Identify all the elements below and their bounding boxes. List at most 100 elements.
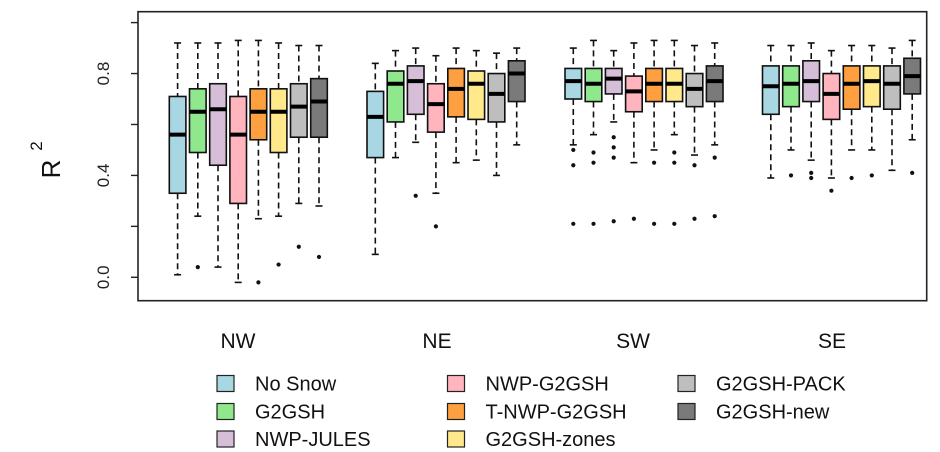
legend-label: G2GSH-PACK	[716, 374, 846, 396]
outlier-point	[591, 160, 596, 165]
box-NE-NWP-JULES	[406, 47, 425, 198]
group-label-SE: SE	[818, 330, 846, 353]
box-NE-No Snow	[366, 62, 385, 256]
box-SW-No Snow	[564, 47, 583, 226]
iqr-box	[289, 82, 308, 139]
legend-item: NWP-JULES	[216, 429, 371, 451]
iqr-box	[467, 70, 486, 121]
iqr-box	[229, 95, 248, 205]
outlier-point	[611, 135, 616, 140]
box-SW-T-NWP-G2GSH	[644, 39, 664, 226]
box-NW-NWP-JULES	[208, 42, 228, 268]
box-NE-G2GSH-new	[507, 47, 526, 146]
y-axis-label-text: R	[36, 160, 66, 179]
legend-swatch	[446, 374, 466, 393]
legend-item: G2GSH	[216, 402, 325, 424]
legend-item: G2GSH-zones	[446, 429, 616, 451]
iqr-box	[487, 72, 506, 123]
box-SE-T-NWP-G2GSH	[842, 44, 861, 181]
boxes	[168, 39, 922, 285]
outlier-point	[195, 265, 200, 270]
outlier-point	[611, 219, 616, 224]
group-label-NW: NW	[221, 330, 256, 353]
legend-label: NWP-JULES	[255, 429, 371, 451]
iqr-box	[188, 88, 207, 154]
legend-label: G2GSH	[255, 402, 325, 424]
box-SW-NWP-G2GSH	[624, 42, 643, 221]
box-NW-No Snow	[168, 42, 187, 276]
legend-label: G2GSH-zones	[486, 429, 616, 451]
y-axis-label-superscript: 2	[27, 141, 46, 150]
legend-swatch	[446, 430, 466, 448]
outlier-point	[672, 150, 677, 155]
box-NE-NWP-G2GSH	[426, 54, 446, 229]
outlier-point	[809, 175, 814, 181]
outlier-point	[611, 145, 616, 150]
box-NE-T-NWP-G2GSH	[446, 47, 466, 164]
box-NW-G2GSH-new	[309, 44, 329, 260]
box-SE-G2GSH-zones	[862, 44, 881, 178]
outlier-point	[788, 173, 794, 178]
iqr-box	[386, 70, 405, 123]
box-SW-G2GSH	[584, 39, 603, 226]
box-NE-G2GSH-PACK	[487, 52, 506, 177]
outlier-point	[652, 221, 657, 226]
outlier-point	[611, 155, 616, 160]
iqr-box	[624, 75, 643, 113]
outlier-point	[413, 193, 418, 198]
legend-swatch	[216, 430, 235, 448]
y-axis-label: R 2	[27, 141, 66, 178]
group-labels: NW NE SW SE	[221, 330, 847, 353]
iqr-box	[842, 65, 861, 110]
outlier-point	[849, 175, 854, 181]
legend-item: T-NWP-G2GSH	[446, 402, 627, 424]
group-label-NE: NE	[422, 330, 451, 353]
outlier-point	[276, 262, 281, 267]
outlier-point	[571, 147, 576, 153]
outlier-point	[571, 163, 576, 168]
outlier-point	[433, 224, 438, 229]
box-NE-G2GSH-zones	[467, 49, 486, 161]
box-SE-G2GSH	[781, 44, 801, 178]
outlier-point	[910, 170, 915, 175]
y-tick-label: 0.4	[94, 164, 113, 188]
axes: 0.0 0.4 0.8	[94, 10, 928, 302]
box-SE-No Snow	[761, 44, 780, 179]
outlier-point	[829, 188, 834, 193]
iqr-box	[446, 67, 466, 118]
legend-item: NWP-G2GSH	[446, 374, 609, 396]
outlier-point	[809, 170, 814, 175]
outlier-point	[712, 155, 717, 160]
legend-swatch	[446, 402, 466, 421]
legend-item: No Snow	[216, 374, 337, 396]
outlier-point	[256, 280, 261, 285]
legend-swatch	[216, 402, 235, 421]
outlier-point	[316, 254, 322, 260]
iqr-box	[822, 72, 841, 121]
box-NE-G2GSH	[386, 49, 405, 159]
iqr-box	[862, 65, 881, 108]
legend-swatch	[216, 374, 235, 393]
legend-swatch	[677, 402, 696, 421]
outlier-point	[712, 214, 717, 219]
legend-swatch	[677, 374, 696, 393]
outlier-point	[692, 163, 697, 168]
outlier-point	[652, 160, 657, 165]
outlier-point	[591, 150, 596, 155]
legend-label: T-NWP-G2GSH	[486, 402, 627, 424]
box-NW-G2GSH-zones	[269, 42, 288, 267]
box-NW-T-NWP-G2GSH	[249, 39, 268, 285]
box-SW-G2GSH-PACK	[685, 44, 704, 221]
box-NW-G2GSH-PACK	[289, 44, 308, 249]
outlier-point	[296, 244, 301, 249]
outlier-point	[591, 221, 596, 226]
iqr-box	[705, 65, 724, 103]
box-SW-G2GSH-zones	[665, 39, 684, 226]
legend-label: G2GSH-new	[716, 402, 830, 424]
iqr-box	[309, 77, 329, 139]
box-SW-G2GSH-new	[705, 42, 724, 219]
box-SW-NWP-JULES	[604, 49, 623, 224]
iqr-box	[168, 95, 187, 195]
legend-label: No Snow	[255, 374, 337, 396]
